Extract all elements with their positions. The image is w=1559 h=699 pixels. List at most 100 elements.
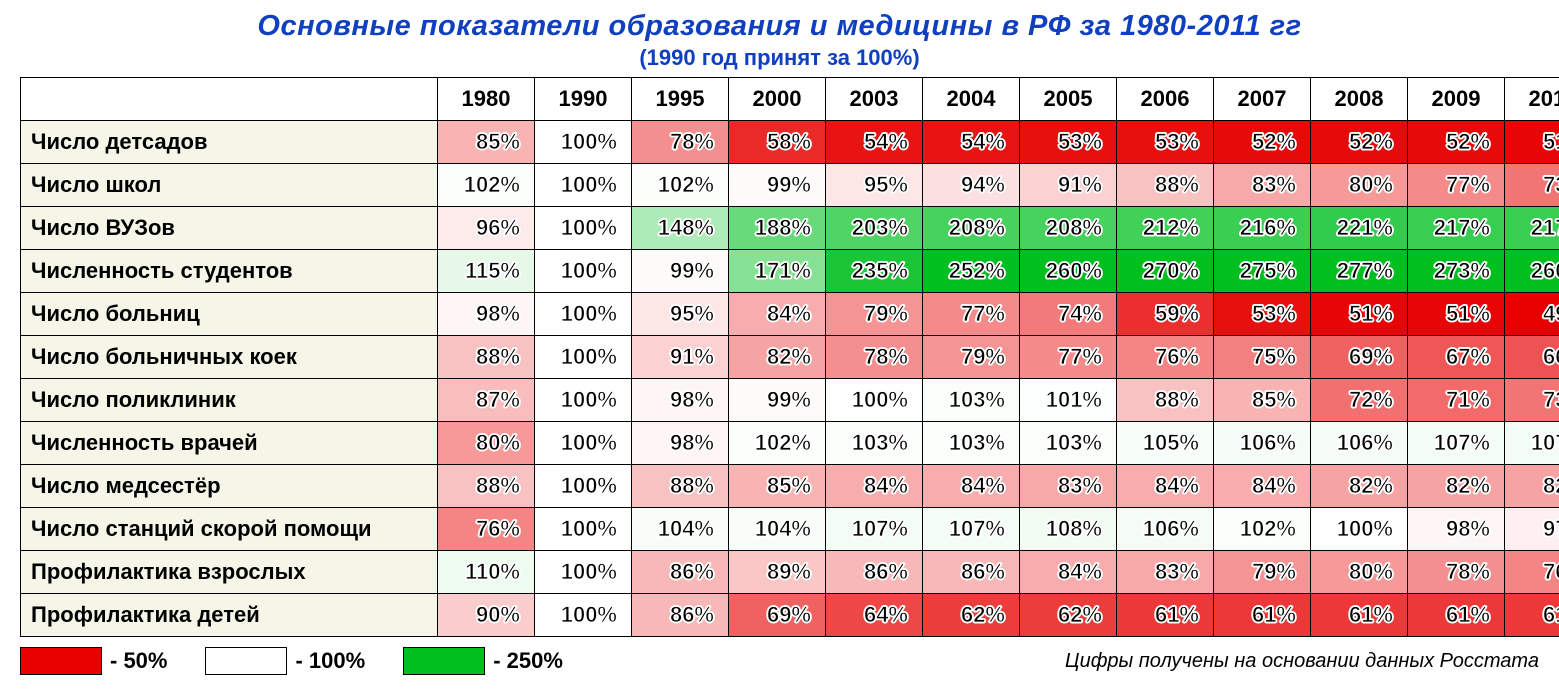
- cell-value: 88%: [1155, 387, 1199, 412]
- cell-value: 270%: [1143, 258, 1199, 283]
- data-cell: 95%: [632, 293, 729, 336]
- row-header: Число станций скорой помощи: [21, 508, 438, 551]
- data-cell: 89%: [729, 551, 826, 594]
- cell-value: 99%: [767, 172, 811, 197]
- data-cell: 83%: [1117, 551, 1214, 594]
- data-cell: 52%: [1214, 121, 1311, 164]
- cell-value: 80%: [1349, 559, 1393, 584]
- table-row: Профилактика детей90%100%86%69%64%62%62%…: [21, 594, 1559, 637]
- data-cell: 101%: [1020, 379, 1117, 422]
- data-cell: 100%: [535, 422, 632, 465]
- cell-value: 98%: [476, 301, 520, 326]
- data-cell: 100%: [535, 594, 632, 637]
- data-cell: 100%: [535, 465, 632, 508]
- row-header: Число ВУЗов: [21, 207, 438, 250]
- data-cell: 87%: [438, 379, 535, 422]
- data-cell: 94%: [923, 164, 1020, 207]
- data-cell: 61%: [1505, 594, 1559, 637]
- cell-value: 76%: [476, 516, 520, 541]
- data-cell: 53%: [1214, 293, 1311, 336]
- cell-value: 106%: [1337, 430, 1393, 455]
- cell-value: 102%: [464, 172, 520, 197]
- data-cell: 84%: [729, 293, 826, 336]
- row-header: Профилактика детей: [21, 594, 438, 637]
- data-cell: 98%: [438, 293, 535, 336]
- cell-value: 78%: [864, 344, 908, 369]
- data-cell: 54%: [826, 121, 923, 164]
- cell-value: 88%: [670, 473, 714, 498]
- table-row: Число станций скорой помощи76%100%104%10…: [21, 508, 1559, 551]
- data-cell: 53%: [1020, 121, 1117, 164]
- data-cell: 103%: [923, 379, 1020, 422]
- data-cell: 105%: [1117, 422, 1214, 465]
- data-cell: 107%: [1408, 422, 1505, 465]
- data-cell: 62%: [923, 594, 1020, 637]
- cell-value: 86%: [670, 559, 714, 584]
- data-cell: 82%: [1408, 465, 1505, 508]
- cell-value: 53%: [1058, 129, 1102, 154]
- data-cell: 73%: [1505, 379, 1559, 422]
- data-cell: 84%: [1020, 551, 1117, 594]
- cell-value: 252%: [949, 258, 1005, 283]
- column-header: 2005: [1020, 78, 1117, 121]
- table-row: Число больничных коек88%100%91%82%78%79%…: [21, 336, 1559, 379]
- cell-value: 99%: [767, 387, 811, 412]
- data-cell: 107%: [1505, 422, 1559, 465]
- data-cell: 77%: [1020, 336, 1117, 379]
- data-cell: 208%: [1020, 207, 1117, 250]
- table-row: Число больниц98%100%95%84%79%77%74%59%53…: [21, 293, 1559, 336]
- data-cell: 98%: [632, 379, 729, 422]
- cell-value: 95%: [670, 301, 714, 326]
- cell-value: 73%: [1543, 172, 1559, 197]
- cell-value: 86%: [670, 602, 714, 627]
- data-cell: 88%: [632, 465, 729, 508]
- data-cell: 95%: [826, 164, 923, 207]
- cell-value: 61%: [1252, 602, 1296, 627]
- cell-value: 61%: [1349, 602, 1393, 627]
- data-cell: 80%: [1311, 164, 1408, 207]
- data-cell: 102%: [729, 422, 826, 465]
- data-cell: 98%: [1408, 508, 1505, 551]
- data-cell: 270%: [1117, 250, 1214, 293]
- data-cell: 91%: [1020, 164, 1117, 207]
- cell-value: 83%: [1058, 473, 1102, 498]
- column-header: 1980: [438, 78, 535, 121]
- cell-value: 85%: [767, 473, 811, 498]
- cell-value: 100%: [561, 215, 617, 240]
- cell-value: 106%: [1240, 430, 1296, 455]
- data-cell: 61%: [1214, 594, 1311, 637]
- data-cell: 62%: [1020, 594, 1117, 637]
- cell-value: 82%: [1349, 473, 1393, 498]
- table-row: Число ВУЗов96%100%148%188%203%208%208%21…: [21, 207, 1559, 250]
- data-cell: 100%: [535, 379, 632, 422]
- cell-value: 107%: [1531, 430, 1559, 455]
- cell-value: 62%: [1058, 602, 1102, 627]
- cell-value: 64%: [864, 602, 908, 627]
- column-header: 2004: [923, 78, 1020, 121]
- cell-value: 100%: [561, 602, 617, 627]
- cell-value: 69%: [767, 602, 811, 627]
- cell-value: 62%: [961, 602, 1005, 627]
- cell-value: 99%: [670, 258, 714, 283]
- cell-value: 100%: [561, 344, 617, 369]
- header-row: 1980199019952000200320042005200620072008…: [21, 78, 1559, 121]
- data-cell: 80%: [1311, 551, 1408, 594]
- cell-value: 82%: [1543, 473, 1559, 498]
- cell-value: 51%: [1543, 129, 1559, 154]
- legend-swatch: [403, 647, 485, 675]
- row-header: Число детсадов: [21, 121, 438, 164]
- data-cell: 100%: [535, 508, 632, 551]
- legend-swatch: [205, 647, 287, 675]
- data-cell: 83%: [1020, 465, 1117, 508]
- data-cell: 76%: [438, 508, 535, 551]
- row-header: Число медсестёр: [21, 465, 438, 508]
- cell-value: 98%: [670, 387, 714, 412]
- data-cell: 106%: [1311, 422, 1408, 465]
- data-cell: 99%: [729, 164, 826, 207]
- data-cell: 100%: [535, 164, 632, 207]
- data-cell: 100%: [535, 121, 632, 164]
- cell-value: 107%: [852, 516, 908, 541]
- data-cell: 75%: [1214, 336, 1311, 379]
- data-cell: 100%: [535, 207, 632, 250]
- cell-value: 72%: [1349, 387, 1393, 412]
